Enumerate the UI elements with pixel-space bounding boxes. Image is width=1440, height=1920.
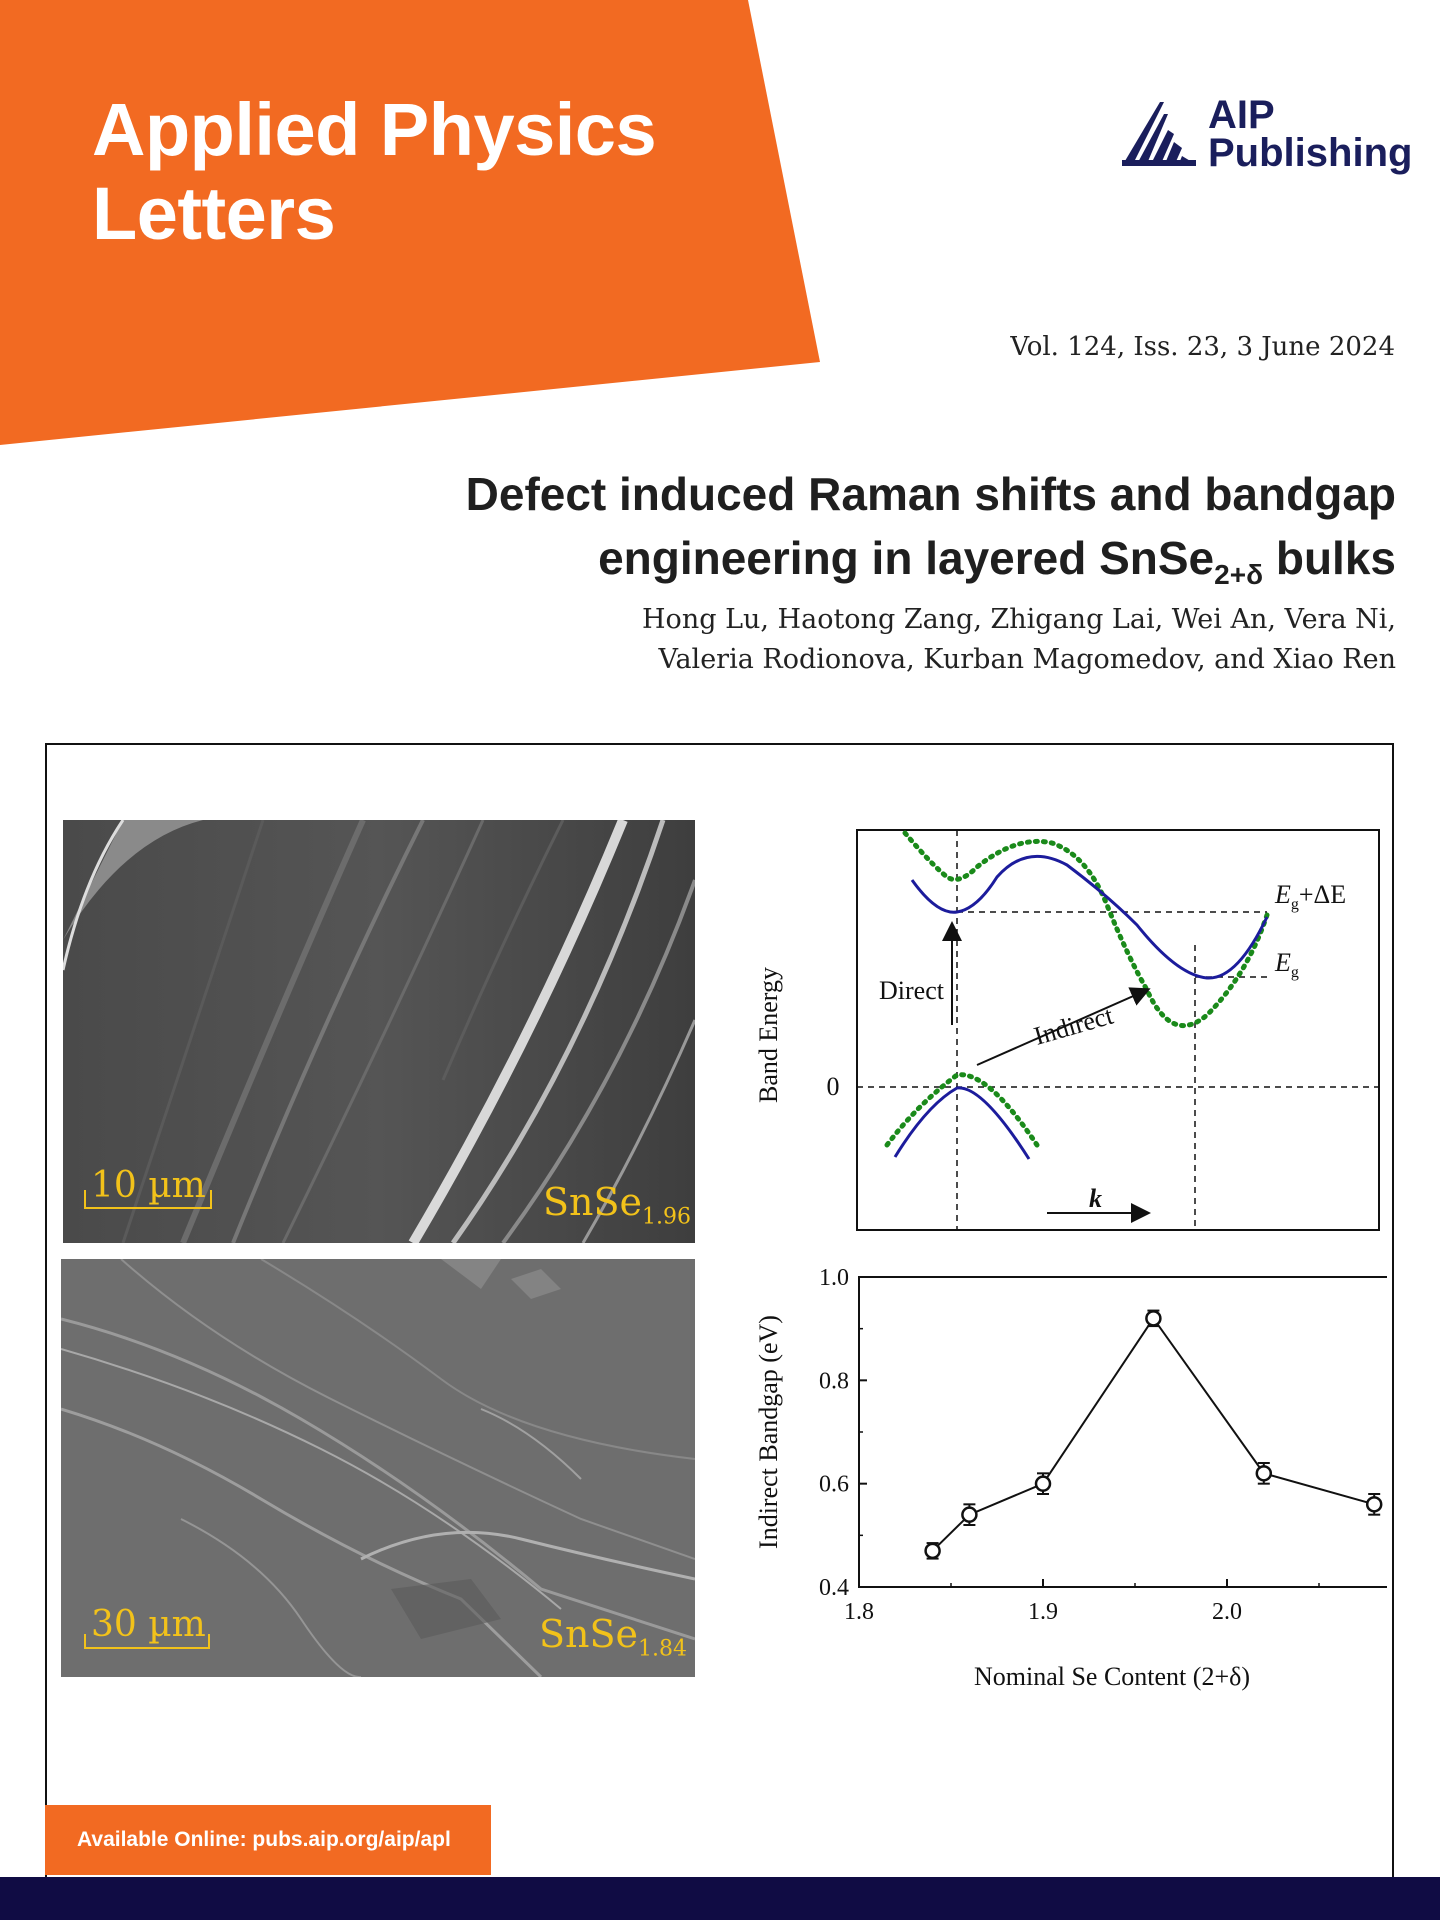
data-point bbox=[1365, 1496, 1383, 1513]
data-point bbox=[924, 1542, 941, 1560]
author-list: Hong Lu, Haotong Zang, Zhigang Lai, Wei … bbox=[296, 600, 1396, 680]
article-title: Defect induced Raman shifts and bandgap … bbox=[196, 462, 1396, 607]
eg-delta-post: +ΔE bbox=[1299, 880, 1346, 909]
y-tick-label: 0.8 bbox=[819, 1368, 849, 1394]
eg-e: E bbox=[1274, 948, 1291, 977]
title-part-end: bulks bbox=[1263, 532, 1396, 584]
series-line bbox=[931, 1316, 1375, 1552]
sample-label-text: SnSe bbox=[539, 1612, 639, 1656]
journal-title: Applied Physics Letters bbox=[92, 88, 657, 256]
scale-label-bottom: 30 µm bbox=[91, 1604, 206, 1645]
issue-info: Vol. 124, Iss. 23, 3 June 2024 bbox=[1010, 332, 1395, 362]
journal-title-line1: Applied Physics bbox=[92, 88, 657, 171]
band-frame bbox=[856, 829, 1380, 1231]
data-point bbox=[1255, 1465, 1273, 1482]
sample-label-bottom: SnSe1.84 bbox=[539, 1612, 687, 1662]
journal-title-line2: Letters bbox=[92, 172, 336, 255]
scale-bar-bottom bbox=[84, 1634, 210, 1649]
indirect-label: Indirect bbox=[1031, 1000, 1117, 1050]
eg-delta-e: E bbox=[1274, 880, 1291, 909]
sample-label-top: SnSe1.96 bbox=[543, 1180, 691, 1230]
publisher-logo: AIP Publishing bbox=[1120, 93, 1413, 176]
x-tick-label: 1.8 bbox=[844, 1599, 874, 1625]
x-tick-label: 2.0 bbox=[1212, 1599, 1242, 1625]
band-ylabel: Band Energy bbox=[754, 967, 783, 1103]
scale-label-top: 10 µm bbox=[91, 1165, 206, 1206]
blue-valence-band bbox=[893, 1086, 1031, 1160]
eg-delta-sub: g bbox=[1291, 896, 1299, 913]
banner-shape bbox=[0, 0, 820, 445]
band-diagram: Band Energy 0 Direct Indirect k Eg+ΔE Eg bbox=[754, 829, 1380, 1231]
authors-line2: Valeria Rodionova, Kurban Magomedov, and… bbox=[658, 644, 1396, 675]
chart-ylabel: Indirect Bandgap (eV) bbox=[754, 1315, 783, 1549]
data-point bbox=[961, 1506, 978, 1523]
title-subscript: 2+δ bbox=[1214, 559, 1264, 591]
article-title-line1: Defect induced Raman shifts and bandgap bbox=[465, 468, 1396, 520]
y-tick-label: 1.0 bbox=[819, 1265, 849, 1291]
title-part: engineering in layered SnSe bbox=[598, 532, 1215, 584]
sample-label-sub: 1.96 bbox=[642, 1204, 692, 1230]
sem-image-bottom: 30 µm SnSe1.84 bbox=[61, 1259, 695, 1677]
authors-line1: Hong Lu, Haotong Zang, Zhigang Lai, Wei … bbox=[642, 604, 1396, 635]
cover-figure: 10 µm SnSe1.96 30 µm SnSe1.84 Band Energ… bbox=[45, 743, 1394, 1909]
x-tick-label: 1.9 bbox=[1028, 1599, 1058, 1625]
y-tick-label: 0.6 bbox=[819, 1472, 849, 1498]
article-title-line2: engineering in layered SnSe2+δ bulks bbox=[196, 526, 1396, 607]
band-zero-label: 0 bbox=[827, 1072, 840, 1101]
scale-bar-top bbox=[84, 1190, 212, 1209]
sample-label-sub: 1.84 bbox=[638, 1636, 688, 1662]
aip-logo-icon bbox=[1122, 102, 1196, 166]
publisher-name-line1: AIP bbox=[1208, 93, 1275, 137]
data-point bbox=[1034, 1475, 1052, 1492]
eg-delta-label: Eg+ΔE bbox=[1274, 880, 1346, 913]
direct-label: Direct bbox=[879, 976, 945, 1005]
y-tick-label: 0.4 bbox=[819, 1575, 849, 1601]
k-label: k bbox=[1089, 1184, 1102, 1213]
indirect-arrow bbox=[976, 987, 1151, 1066]
blue-conduction-band bbox=[910, 854, 1269, 980]
available-online-link[interactable]: Available Online: pubs.aip.org/aip/apl bbox=[45, 1805, 491, 1875]
data-point bbox=[1145, 1310, 1162, 1327]
footer-bar bbox=[0, 1877, 1440, 1920]
chart-xlabel: Nominal Se Content (2+δ) bbox=[974, 1662, 1250, 1691]
green-valence-band bbox=[884, 1072, 1040, 1148]
publisher-name-line2: Publishing bbox=[1208, 131, 1413, 175]
sem-texture-bottom bbox=[61, 1259, 695, 1677]
sample-label-text: SnSe bbox=[543, 1180, 643, 1224]
sem-texture-top bbox=[63, 820, 695, 1243]
journal-banner bbox=[0, 0, 820, 445]
green-conduction-band bbox=[902, 830, 1270, 1028]
sem-image-top: 10 µm SnSe1.96 bbox=[63, 820, 695, 1243]
eg-label: Eg bbox=[1274, 948, 1299, 981]
chart-frame bbox=[858, 1276, 1387, 1588]
eg-sub: g bbox=[1291, 964, 1299, 981]
bandgap-chart: 1.81.92.02.10.40.60.81.0 Nominal Se Cont… bbox=[754, 1265, 1387, 1691]
